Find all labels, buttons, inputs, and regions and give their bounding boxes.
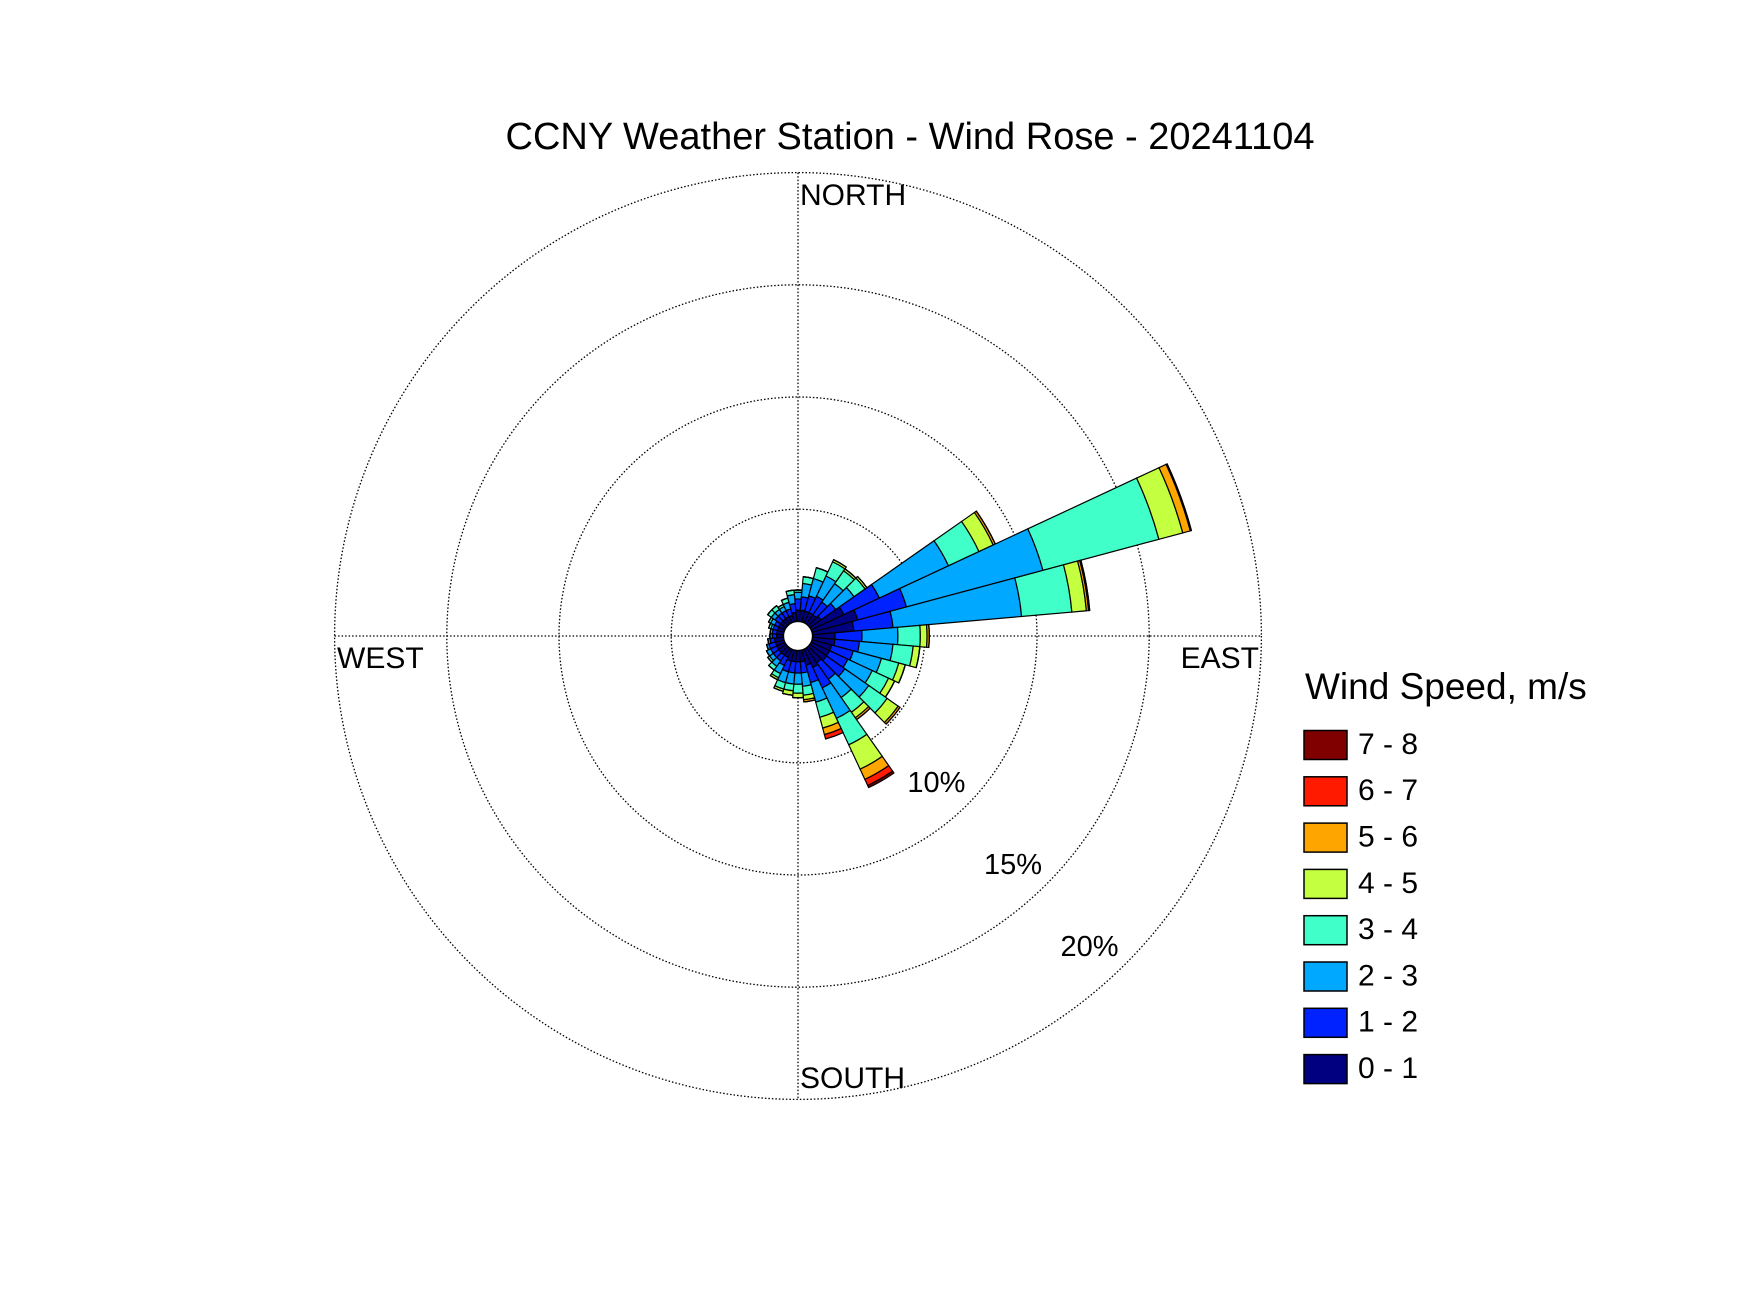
south-label: SOUTH xyxy=(800,1062,905,1095)
legend-label: 1 - 2 xyxy=(1358,1006,1418,1039)
grid-ring xyxy=(558,396,1038,876)
legend-swatch xyxy=(1303,729,1348,761)
west-label: WEST xyxy=(337,642,424,675)
wind-wedge xyxy=(803,699,816,703)
wind-wedge xyxy=(919,624,928,648)
wind-wedge xyxy=(768,664,775,671)
wind-wedge xyxy=(793,591,803,600)
legend-swatch xyxy=(1303,776,1348,807)
north-label: NORTH xyxy=(800,179,906,212)
legend-label: 0 - 1 xyxy=(1358,1052,1418,1085)
grid-ring xyxy=(333,171,1263,1101)
wind-wedge xyxy=(1080,560,1091,611)
legend-swatch xyxy=(1303,822,1348,853)
wind-wedge xyxy=(767,638,770,644)
wind-wedge xyxy=(866,770,895,789)
east-label: EAST xyxy=(1181,642,1259,675)
wind-wedge xyxy=(833,559,847,568)
legend-label: 3 - 4 xyxy=(1358,913,1418,946)
center-hole xyxy=(782,620,814,652)
grid-ring xyxy=(446,284,1150,988)
wind-wedge xyxy=(896,624,921,648)
wind-wedge xyxy=(885,707,901,725)
legend-title: Wind Speed, m/s xyxy=(1305,666,1587,707)
legend-swatch xyxy=(1303,1053,1348,1085)
legend-label: 5 - 6 xyxy=(1358,821,1418,854)
wedges xyxy=(765,463,1193,789)
legend-label: 6 - 7 xyxy=(1358,774,1418,807)
wind-wedge xyxy=(792,683,804,694)
wind-wedge xyxy=(1027,477,1160,572)
chart-title: CCNY Weather Station - Wind Rose - 20241… xyxy=(506,116,1315,158)
legend-label: 7 - 8 xyxy=(1358,728,1418,761)
legend-label: 4 - 5 xyxy=(1358,867,1418,900)
wind-wedge xyxy=(1166,463,1192,531)
wind-wedge xyxy=(785,589,795,593)
legend-swatch xyxy=(1303,914,1348,946)
legend-swatch xyxy=(1303,868,1348,900)
r-tick-label: 20% xyxy=(1060,931,1118,963)
r-tick-label: 15% xyxy=(984,849,1042,881)
legend-label: 2 - 3 xyxy=(1358,959,1418,992)
legend-swatch xyxy=(1303,961,1348,992)
r-tick-label: 10% xyxy=(907,767,965,799)
legend-swatch xyxy=(1303,1007,1348,1039)
